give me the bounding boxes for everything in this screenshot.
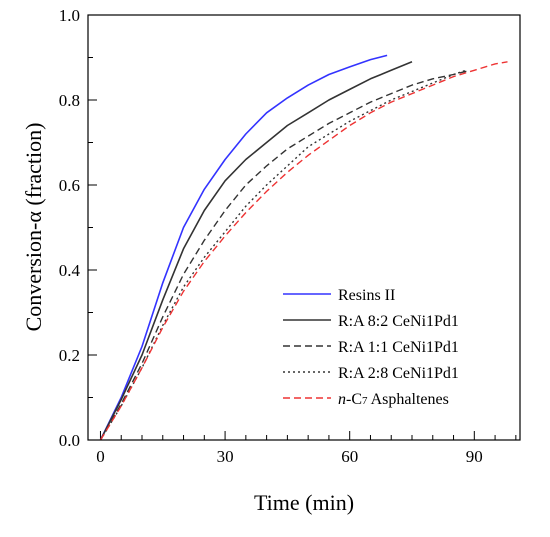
y-tick-label: 0.4 <box>59 261 81 280</box>
x-tick-label: 0 <box>96 447 105 466</box>
plot-frame <box>87 14 521 441</box>
x-tick-label: 30 <box>217 447 234 466</box>
tick-labels: 0 30 60 90 0.0 0.2 0.4 0.6 0.8 1.0 <box>59 6 483 466</box>
y-tick-label: 0.0 <box>59 431 80 450</box>
legend-label-resins-ii: Resins II <box>338 287 395 304</box>
series-line-1 <box>99 61 413 441</box>
x-tick-label: 90 <box>466 447 483 466</box>
y-tick-label: 0.6 <box>59 176 80 195</box>
y-tick-label: 1.0 <box>59 6 80 25</box>
y-axis-title: Conversion-α (fraction) <box>21 123 46 332</box>
series-line-4 <box>99 61 508 441</box>
x-axis-title: Time (min) <box>254 490 354 515</box>
legend: Resins II R:A 8:2 CeNi1Pd1 R:A 1:1 CeNi1… <box>283 287 459 408</box>
series-layer <box>99 54 508 441</box>
series-line-0 <box>99 54 388 441</box>
series-line-2 <box>99 69 471 441</box>
legend-label-nc7-asphaltenes: n-C7 Asphaltenes <box>338 391 449 408</box>
y-tick-label: 0.2 <box>59 346 80 365</box>
y-tick-label: 0.8 <box>59 91 80 110</box>
legend-label-ra-8-2: R:A 8:2 CeNi1Pd1 <box>338 313 459 330</box>
series-line-3 <box>99 69 467 441</box>
x-tick-label: 60 <box>341 447 358 466</box>
legend-label-ra-2-8: R:A 2:8 CeNi1Pd1 <box>338 365 459 382</box>
minor-ticks <box>88 57 517 440</box>
legend-label-ra-1-1: R:A 1:1 CeNi1Pd1 <box>338 339 459 356</box>
